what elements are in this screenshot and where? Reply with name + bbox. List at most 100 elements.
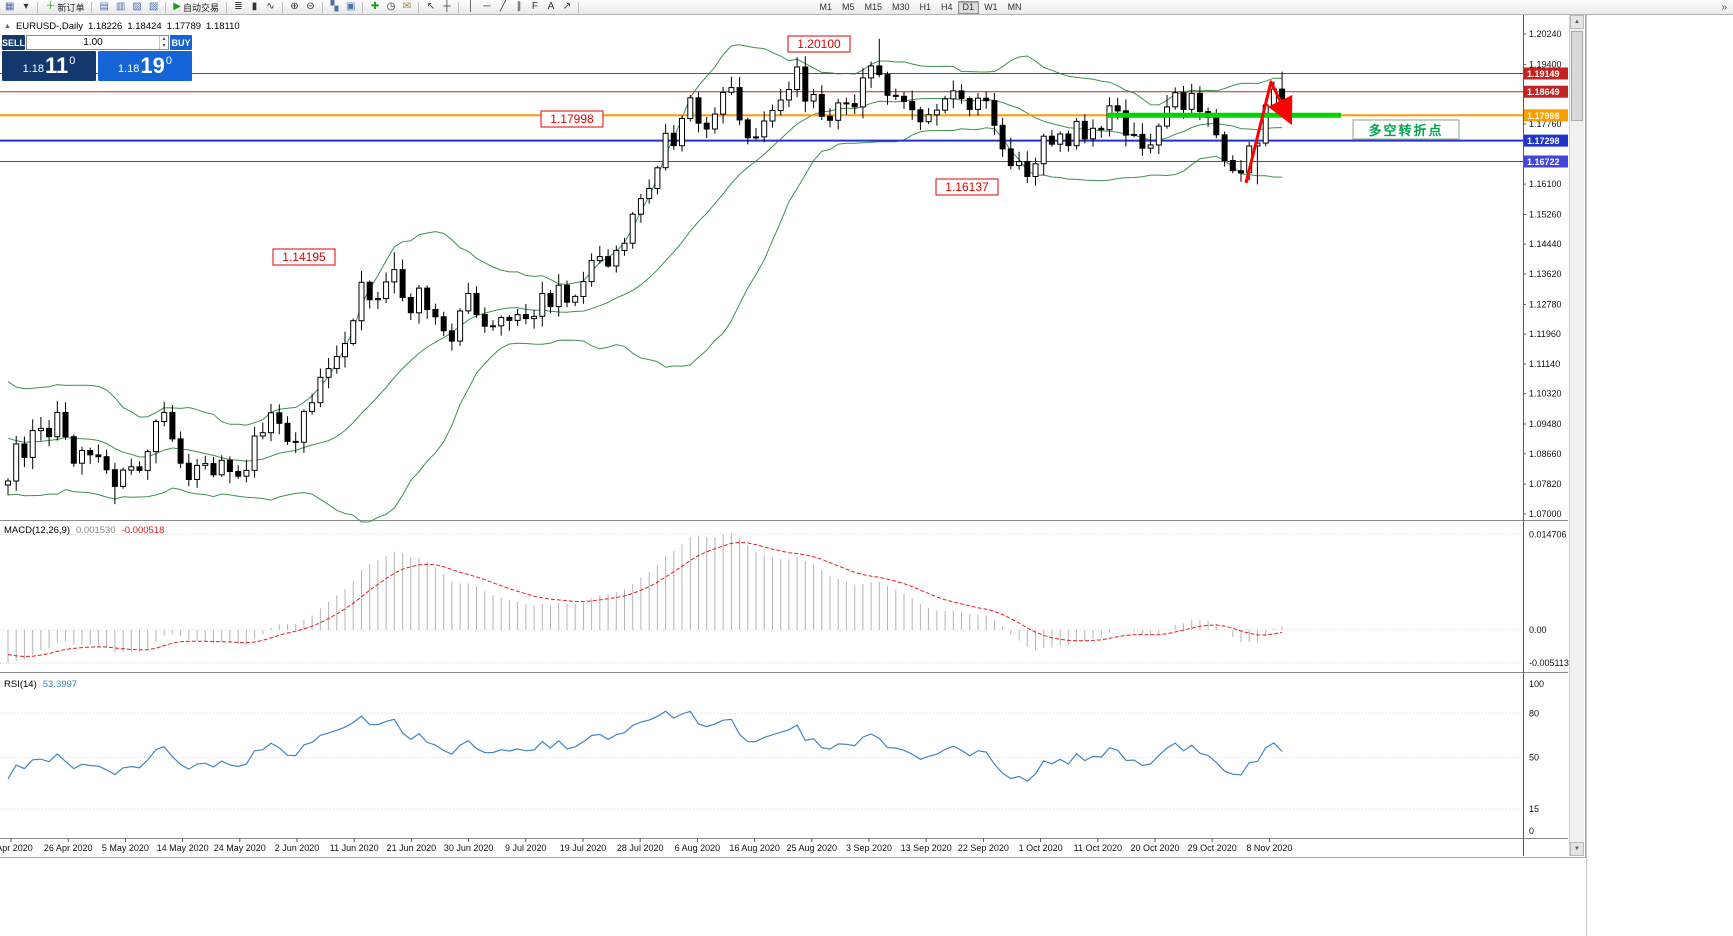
zoom-out-icon[interactable]: ⊖	[303, 1, 318, 14]
date-axis-label: 14 May 2020	[157, 843, 209, 853]
price-axis-label: 1.11140	[1529, 359, 1560, 369]
scrollbar-thumb[interactable]	[1571, 31, 1583, 121]
price-annotation-1-14195[interactable]: 1.14195	[272, 248, 336, 266]
price-axis-label: 1.15260	[1529, 210, 1562, 220]
cursor-icon[interactable]: ↖	[423, 1, 438, 14]
buy-price-pipette: 0	[165, 55, 173, 67]
svg-text:1.18649: 1.18649	[1527, 87, 1560, 97]
toolbar-items-group: ▦ ▾ ＋新订单 ▤ ▥ ▧ ▨ ▶ 自动交易 ≣ ▮ ∿ ⊕ ⊖ ▚ ▣ ✚ ◷ ✉ ↖ ┼ │ ─ ╱ ∥ F A ↗	[2, 1, 582, 14]
timeframe-button-M30[interactable]: M30	[892, 2, 910, 12]
price-annotation-1-16137[interactable]: 1.16137	[935, 178, 999, 196]
volume-input[interactable]	[27, 36, 160, 49]
terminal-icon[interactable]: ▨	[146, 1, 161, 14]
new-order-button[interactable]: ＋新订单	[42, 1, 87, 14]
line-chart-icon[interactable]: ∿	[263, 1, 278, 14]
date-axis-label: 25 Aug 2020	[787, 843, 838, 853]
tile-windows-icon-glyph: ▚	[330, 1, 339, 12]
text-label-icon[interactable]: A	[543, 1, 558, 14]
price-annotation-1-17998[interactable]: 1.17998	[540, 110, 604, 128]
scrollbar-track[interactable]	[1570, 29, 1584, 842]
one-click-collapse-button[interactable]: ▲	[4, 23, 11, 30]
indicators-icon[interactable]: ✚	[367, 1, 382, 14]
tile-windows-icon[interactable]: ▚	[327, 1, 342, 14]
trendline-icon[interactable]: ╱	[495, 1, 510, 14]
timeframe-button-H4[interactable]: H4	[941, 2, 953, 12]
alerts-icon[interactable]: ✉	[399, 1, 414, 14]
zoom-in-icon[interactable]: ⊕	[287, 1, 302, 14]
timeframe-button-M15[interactable]: M15	[864, 2, 882, 12]
fibonacci-icon[interactable]: F	[527, 1, 542, 14]
data-window-icon[interactable]: ▥	[113, 1, 128, 14]
crosshair-icon[interactable]: ┼	[439, 1, 454, 14]
rsi-name-label: RSI(14)	[4, 679, 37, 690]
price-axis-label: 1.14440	[1529, 239, 1562, 249]
market-watch-icon[interactable]: ▤	[96, 1, 111, 14]
price-axis-label: 1.19400	[1529, 59, 1562, 69]
rsi-axis-label: 15	[1529, 804, 1539, 814]
arrow-object-icon[interactable]: ↗	[559, 1, 574, 14]
scrollbar-down-button[interactable]: ▼	[1570, 842, 1584, 856]
auto-trading-button-glyph: ▶	[173, 1, 181, 12]
periods-icon[interactable]: ◷	[383, 1, 398, 14]
mdi-empty-right	[1586, 15, 1733, 936]
vertical-scrollbar[interactable]: ▲ ▼	[1569, 15, 1584, 856]
timeframe-button-MN[interactable]: MN	[1007, 2, 1022, 12]
price-axis-label: 1.09480	[1529, 419, 1562, 429]
data-window-icon-glyph: ▥	[115, 1, 126, 12]
auto-trading-button[interactable]: ▶ 自动交易	[170, 1, 222, 14]
svg-text:1.17298: 1.17298	[1527, 136, 1560, 146]
price-annotation-1-20100[interactable]: 1.20100	[787, 35, 851, 53]
chart-list-dropdown-icon[interactable]: ▾	[18, 1, 33, 14]
chart-canvas[interactable]: 1.20100 1.17998 1.16137 1.14195 多空转折点 1.20240…	[0, 15, 1586, 858]
sell-button[interactable]: SELL	[2, 35, 26, 50]
market-watch-icon-glyph: ▤	[99, 1, 109, 12]
timeframe-button-M5[interactable]: M5	[841, 2, 855, 12]
bar-chart-icon[interactable]: ≣	[231, 1, 246, 14]
rsi-panel: 100 80 50 15 0	[0, 679, 1544, 836]
timeframe-button-W1[interactable]: W1	[984, 2, 998, 12]
ohlc-high: 1.18424	[127, 21, 162, 32]
rsi-axis-label: 50	[1529, 753, 1539, 763]
toolbar-overflow-icon[interactable]: »	[1721, 1, 1727, 13]
toolbar-separator	[362, 1, 364, 13]
cascade-windows-icon[interactable]: ▣	[343, 1, 358, 14]
svg-text:1.17998: 1.17998	[1527, 111, 1560, 121]
scrollbar-up-button[interactable]: ▲	[1570, 15, 1584, 29]
candlestick-chart-icon[interactable]: ▮	[247, 1, 262, 14]
toolbar-separator	[37, 1, 39, 13]
buy-price-tile[interactable]: 1.18 19 0	[98, 51, 192, 81]
sell-price-tile[interactable]: 1.18 11 0	[2, 51, 96, 81]
volume-increase-button[interactable]: ▴	[162, 36, 166, 42]
date-axis-label: 6 Apr 2020	[0, 843, 33, 853]
terminal-icon-glyph: ▨	[148, 1, 159, 12]
crosshair-icon-glyph: ┼	[443, 1, 451, 12]
macd-label-row: MACD(12,26,9) 0.001530 -0.000518	[4, 525, 164, 536]
macd-value-main: 0.001530	[76, 525, 116, 536]
date-axis-label: 16 Aug 2020	[729, 843, 780, 853]
channel-icon[interactable]: ∥	[511, 1, 526, 14]
macd-axis-label: 0.014706	[1529, 529, 1567, 539]
date-axis-label: 9 Jul 2020	[505, 843, 547, 853]
turning-point-label[interactable]: 多空转折点	[1352, 119, 1460, 140]
navigator-icon[interactable]: ▧	[129, 1, 144, 14]
svg-text:1.14195: 1.14195	[282, 250, 326, 264]
timeframe-button-H1[interactable]: H1	[919, 2, 932, 12]
date-axis-label: 6 Aug 2020	[675, 843, 721, 853]
vertical-line-icon[interactable]: │	[463, 1, 478, 14]
horizontal-line-icon[interactable]: ─	[479, 1, 494, 14]
date-axis-label: 24 May 2020	[214, 843, 266, 853]
buy-price-pips: 19	[140, 53, 165, 78]
price-axis-label: 1.13620	[1529, 269, 1562, 279]
new-chart-icon[interactable]: ▦	[2, 1, 17, 14]
date-axis-label: 28 Jul 2020	[617, 843, 664, 853]
price-path-arrow[interactable]	[1244, 80, 1293, 184]
svg-text:1.20100: 1.20100	[797, 37, 841, 51]
macd-panel: 0.014706 0.00 -0.005113	[0, 529, 1569, 668]
volume-decrease-button[interactable]: ▾	[162, 42, 166, 49]
timeframe-button-D1[interactable]: D1	[957, 0, 980, 14]
price-axis-label: 1.08660	[1529, 449, 1562, 459]
timeframe-button-M1[interactable]: M1	[819, 2, 832, 12]
buy-button[interactable]: BUY	[170, 35, 192, 50]
macd-value-signal: -0.000518	[121, 525, 165, 536]
toolbar-separator	[458, 1, 460, 13]
